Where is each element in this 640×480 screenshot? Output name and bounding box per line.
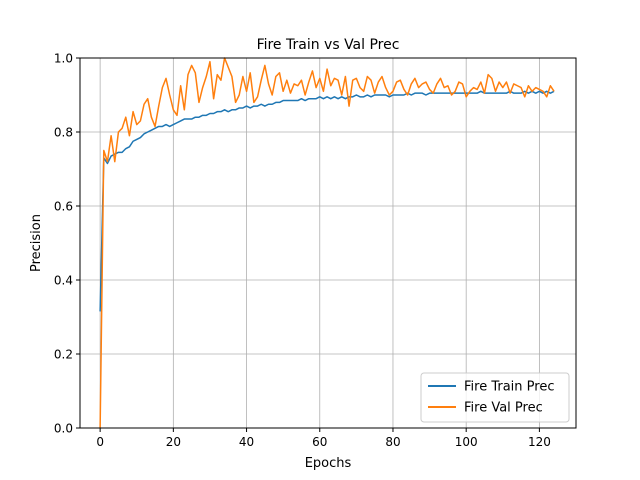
legend: Fire Train Prec Fire Val Prec bbox=[420, 372, 570, 423]
y-tick-label: 1.0 bbox=[54, 52, 73, 66]
axes-frame bbox=[79, 57, 577, 429]
x-axis-ticks: 0 20 40 60 80 100 120 bbox=[96, 428, 551, 449]
legend-label-val: Fire Val Prec bbox=[464, 401, 543, 416]
x-tick-label: 60 bbox=[312, 435, 327, 449]
y-axis-ticks: 0.0 0.2 0.4 0.6 0.8 1.0 bbox=[54, 52, 80, 436]
x-tick-label: 40 bbox=[239, 435, 254, 449]
x-tick-label: 120 bbox=[528, 435, 551, 449]
plot-lines bbox=[99, 57, 555, 429]
y-tick-label: 0.4 bbox=[54, 274, 73, 288]
y-axis-label: Precision bbox=[29, 214, 44, 272]
y-tick-label: 0.2 bbox=[54, 348, 73, 362]
series-line-train bbox=[99, 90, 555, 312]
chart-title: Fire Train vs Val Prec bbox=[257, 37, 400, 53]
x-axis-label: Epochs bbox=[305, 456, 352, 471]
y-tick-label: 0.8 bbox=[54, 126, 73, 140]
legend-frame bbox=[420, 372, 570, 423]
legend-label-train: Fire Train Prec bbox=[464, 380, 554, 395]
x-tick-label: 20 bbox=[166, 435, 181, 449]
y-tick-label: 0.0 bbox=[54, 422, 73, 436]
x-tick-label: 0 bbox=[96, 435, 104, 449]
series-line-val bbox=[99, 57, 555, 429]
x-tick-label: 80 bbox=[385, 435, 400, 449]
y-tick-label: 0.6 bbox=[54, 200, 73, 214]
x-tick-label: 100 bbox=[455, 435, 478, 449]
